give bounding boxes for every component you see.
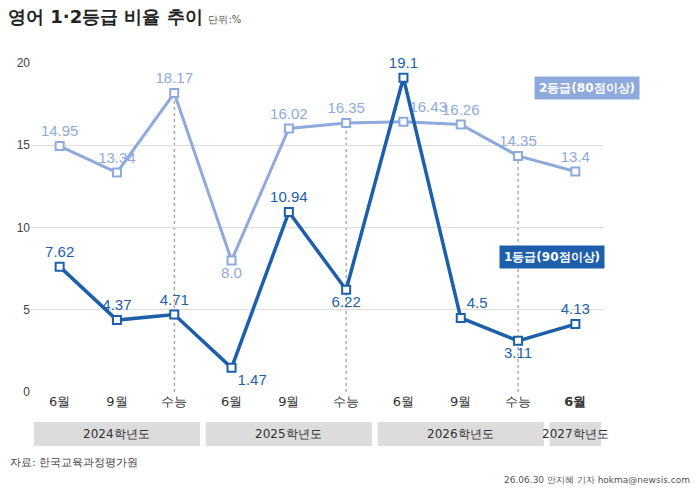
svg-text:8.0: 8.0 [221, 264, 242, 281]
svg-text:16.43: 16.43 [409, 98, 447, 115]
svg-text:14.35: 14.35 [499, 132, 537, 149]
svg-text:6월: 6월 [221, 394, 242, 409]
svg-text:수능: 수능 [333, 394, 359, 409]
svg-text:10.94: 10.94 [270, 188, 308, 205]
svg-text:0: 0 [23, 385, 30, 399]
svg-text:13.4: 13.4 [561, 148, 590, 165]
svg-text:6월: 6월 [564, 394, 586, 409]
svg-text:15: 15 [17, 138, 31, 152]
svg-text:13.34: 13.34 [98, 149, 136, 166]
svg-text:16.35: 16.35 [327, 99, 365, 116]
svg-text:2025학년도: 2025학년도 [255, 427, 322, 441]
svg-text:10: 10 [17, 221, 31, 235]
svg-text:영어 1·2등급 비율 추이 단위:%: 영어 1·2등급 비율 추이 단위:% [8, 6, 241, 27]
svg-text:26.06.30 안지혜 기자 hokma@newsis.c: 26.06.30 안지혜 기자 hokma@newsis.com [504, 475, 690, 485]
svg-text:6월: 6월 [393, 394, 414, 409]
svg-text:4.71: 4.71 [160, 291, 189, 308]
svg-text:1등급(90점이상): 1등급(90점이상) [504, 250, 600, 264]
svg-text:2027학년도: 2027학년도 [542, 427, 609, 441]
svg-text:3.11: 3.11 [504, 344, 532, 361]
svg-text:19.1: 19.1 [389, 54, 418, 71]
svg-text:16.26: 16.26 [442, 101, 480, 118]
svg-text:6.22: 6.22 [332, 293, 361, 310]
svg-text:14.95: 14.95 [41, 122, 79, 139]
svg-text:4.5: 4.5 [467, 294, 488, 311]
svg-text:1.47: 1.47 [238, 371, 267, 388]
svg-text:2024학년도: 2024학년도 [83, 427, 150, 441]
svg-text:4.37: 4.37 [102, 296, 131, 313]
svg-text:자료: 한국교육과정평가원: 자료: 한국교육과정평가원 [10, 456, 138, 469]
svg-text:수능: 수능 [505, 394, 531, 409]
svg-text:9월: 9월 [450, 394, 471, 409]
svg-text:18.17: 18.17 [155, 69, 193, 86]
svg-text:9월: 9월 [278, 394, 299, 409]
svg-text:2026학년도: 2026학년도 [427, 427, 494, 441]
svg-text:수능: 수능 [161, 394, 187, 409]
svg-text:7.62: 7.62 [45, 243, 74, 260]
svg-text:9월: 9월 [106, 394, 127, 409]
svg-text:16.02: 16.02 [270, 105, 308, 122]
svg-text:6월: 6월 [49, 394, 70, 409]
svg-text:20: 20 [17, 56, 31, 70]
svg-text:2등급(80점이상): 2등급(80점이상) [539, 81, 635, 95]
svg-text:5: 5 [23, 303, 30, 317]
svg-text:4.13: 4.13 [561, 300, 590, 317]
